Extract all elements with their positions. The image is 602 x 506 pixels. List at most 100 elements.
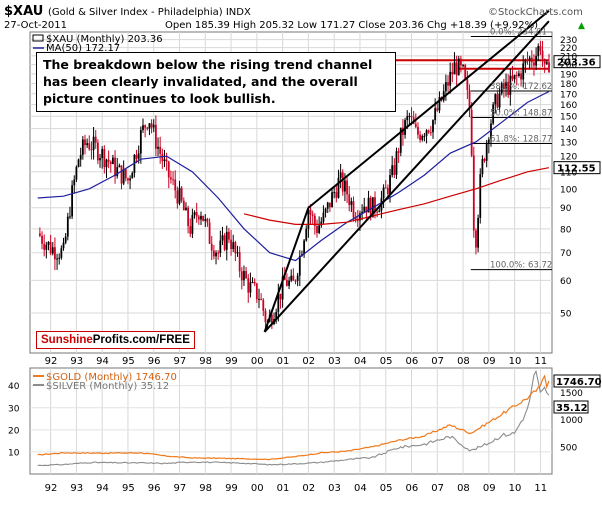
top-x-tick-label: 07 <box>431 356 444 367</box>
candle-down <box>352 201 355 218</box>
candle-down <box>150 123 153 128</box>
candle-up <box>528 57 531 61</box>
gold-value-box <box>553 374 601 388</box>
candle-up <box>131 173 134 179</box>
top-x-tick-label: 92 <box>45 356 58 367</box>
candle-up <box>139 130 142 154</box>
candle-down <box>90 149 93 151</box>
price-label-value: 203.36 <box>557 58 596 69</box>
candle-up <box>232 242 235 250</box>
candle-down <box>419 134 422 140</box>
candle-up <box>45 244 48 250</box>
candle-up <box>378 210 381 213</box>
candle-up <box>77 159 80 167</box>
candle-down <box>238 252 241 272</box>
candle-down <box>341 172 344 192</box>
candle-down <box>88 143 91 150</box>
candle-down <box>455 62 458 76</box>
candle-up <box>152 124 155 128</box>
candle-down <box>427 130 430 133</box>
bottom-x-tick-label: 92 <box>45 483 58 494</box>
candle-up <box>481 158 484 175</box>
candle-up <box>485 142 488 161</box>
candle-down <box>397 151 400 153</box>
legend-gold-label: $GOLD (Monthly) 1746.70 <box>46 372 177 383</box>
candle-down <box>502 83 505 89</box>
legend-ma50-label: MA(50) 172.17 <box>46 43 120 54</box>
candle-down <box>384 187 387 189</box>
candle-down <box>460 58 462 66</box>
top-y-tick-label: 110 <box>560 168 577 178</box>
candle-down <box>165 159 168 162</box>
candle-up <box>191 214 194 234</box>
top-y-tick-label: 210 <box>560 52 577 62</box>
legend-xau-label: $XAU (Monthly) 203.36 <box>46 34 163 45</box>
top-y-tick-label: 200 <box>560 61 577 71</box>
top-x-tick-label: 08 <box>457 356 470 367</box>
candle-up <box>444 82 447 92</box>
candle-down <box>217 252 220 254</box>
candle-down <box>230 239 232 250</box>
top-y-tick-label: 70 <box>560 249 572 259</box>
bottom-x-tick-label: 05 <box>380 483 393 494</box>
candle-up <box>99 158 101 161</box>
sunshine-profits-brand: SunshineProfits.com/FREE <box>36 331 195 349</box>
ma50-line <box>37 90 550 262</box>
candle-down <box>466 79 469 91</box>
candle-down <box>356 220 359 222</box>
candle-up <box>513 74 516 80</box>
analysis-annotation: The breakdown below the rising trend cha… <box>36 52 396 112</box>
candle-down <box>135 154 138 159</box>
candle-up <box>337 177 340 198</box>
candle-down <box>374 197 376 212</box>
top-x-tick-label: 01 <box>277 356 290 367</box>
trend-channel-line <box>263 20 550 333</box>
top-y-tick-label: 170 <box>560 90 577 100</box>
bottom-x-tick-label: 08 <box>457 483 470 494</box>
candle-down <box>255 283 258 300</box>
chart-brand: ©StockCharts.com <box>488 7 583 18</box>
candle-up <box>236 252 239 254</box>
candle-down <box>348 194 351 206</box>
bottom-x-tick-label: 11 <box>534 483 547 494</box>
top-y-tick-label: 100 <box>560 185 577 195</box>
candle-down <box>180 187 183 201</box>
candle-up <box>462 65 464 67</box>
candle-up <box>505 81 507 89</box>
candle-up <box>243 271 245 281</box>
top-y-tick-label: 180 <box>560 80 577 90</box>
fibonacci-level-label: 100.0%: 63.72 <box>490 261 552 271</box>
candle-up <box>399 127 402 153</box>
candle-down <box>170 177 172 180</box>
bottom-x-tick-label: 93 <box>70 483 83 494</box>
annotation-text: The breakdown below the rising trend cha… <box>43 57 373 106</box>
candle-up <box>92 136 95 151</box>
bottom-left-tick-label: 40 <box>8 382 20 392</box>
candle-up <box>453 62 456 75</box>
candle-down <box>468 90 471 110</box>
bottom-x-tick-label: 98 <box>199 483 212 494</box>
candle-down <box>210 243 213 251</box>
candle-down <box>120 165 123 184</box>
candle-up <box>129 178 132 181</box>
candle-up <box>51 247 54 254</box>
candle-up <box>339 172 342 178</box>
candle-down <box>451 71 454 75</box>
top-y-tick-label: 90 <box>560 204 572 214</box>
chart-text-layer: $XAU (Gold & Silver Index - Philadelphia)… <box>4 4 602 494</box>
candle-down <box>264 310 267 323</box>
candle-down <box>515 74 518 76</box>
candle-up <box>423 135 426 137</box>
chart-quote: Open 185.39 High 205.32 Low 171.27 Close… <box>165 20 538 31</box>
candle-up <box>112 157 114 165</box>
price-label-value: 112.55 <box>557 164 596 175</box>
candle-down <box>195 212 198 217</box>
brand-part-2: Profits.com/FREE <box>92 334 190 346</box>
candle-down <box>393 165 396 175</box>
trend-channel-line <box>263 207 310 333</box>
candle-down <box>283 276 286 280</box>
candle-up <box>62 242 65 249</box>
candle-up <box>537 46 540 56</box>
silver-line <box>37 369 550 467</box>
bottom-x-tick-label: 07 <box>431 483 444 494</box>
